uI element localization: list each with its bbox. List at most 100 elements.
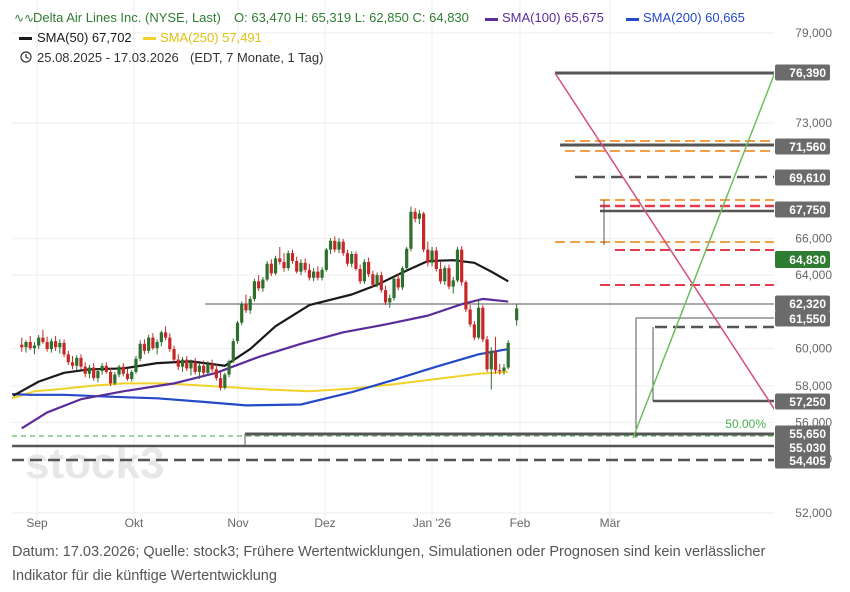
clock-hand-icon — [25, 54, 29, 60]
chart-caption: Datum: 17.03.2026; Quelle: stock3; Frühe… — [12, 540, 812, 588]
candle-body — [451, 280, 455, 287]
candle-body — [455, 249, 460, 281]
level-badge — [775, 425, 830, 442]
level-badge — [775, 64, 830, 81]
y-tick-label: 64,000 — [795, 268, 832, 282]
candle-body — [409, 211, 413, 249]
y-tick-label: 73,000 — [795, 116, 832, 130]
candle-body — [75, 357, 79, 366]
candle-body — [62, 342, 66, 355]
candle-body — [299, 262, 303, 272]
candle-body — [252, 281, 257, 299]
candle-body — [426, 249, 430, 263]
sma50-legend: SMA(50) 67,702 — [37, 30, 132, 45]
level-badge-label: 55,030 — [789, 441, 826, 455]
candle-body — [151, 337, 155, 349]
candle-body — [130, 371, 134, 379]
candle-body — [515, 308, 519, 321]
candle-body — [79, 357, 83, 367]
candle-body — [172, 349, 176, 360]
candle-body — [472, 324, 476, 338]
sma100-legend: SMA(100) 65,675 — [502, 10, 604, 25]
caption-line-1: Datum: 17.03.2026; Quelle: stock3; Frühe… — [12, 544, 766, 560]
moving-averages — [12, 259, 509, 430]
candles — [20, 206, 519, 391]
fib-label: 50.00% — [725, 417, 766, 431]
x-tick-label: Okt — [125, 516, 144, 530]
candle-body — [231, 341, 235, 362]
sma200-line — [12, 347, 509, 407]
candle-body — [371, 274, 375, 285]
candle-body — [430, 250, 434, 263]
candle-body — [142, 343, 147, 351]
candle-body — [206, 364, 210, 373]
candle-body — [362, 261, 366, 282]
candle-body — [155, 342, 159, 349]
sma250-swatch — [143, 37, 156, 40]
candle-body — [210, 364, 214, 370]
level-badge — [775, 169, 830, 186]
candle-body — [282, 261, 286, 269]
candle-body — [354, 254, 358, 269]
candle-body — [96, 371, 100, 379]
candle-body — [477, 307, 481, 338]
candle-body — [265, 263, 269, 280]
candle-body — [337, 241, 341, 250]
candle-body — [235, 322, 240, 342]
candle-body — [83, 366, 87, 374]
price-chart: stock3 50.00% 52,00054,00056,00058,00060… — [12, 0, 832, 530]
y-tick-label: 58,000 — [795, 379, 832, 393]
candle-body — [388, 298, 392, 303]
candle-body — [413, 211, 417, 219]
x-tick-label: Jan '26 — [413, 516, 452, 530]
candle-body — [333, 240, 337, 250]
candle-body — [87, 367, 92, 374]
candle-body — [189, 362, 193, 369]
sma250-legend: SMA(250) 57,491 — [160, 30, 262, 45]
level-badge — [775, 393, 830, 410]
level-badge — [775, 138, 830, 155]
candle-body — [100, 365, 104, 372]
level-badge-label: 71,560 — [789, 140, 826, 154]
candle-body — [396, 278, 400, 288]
candle-body — [443, 268, 447, 282]
candle-body — [464, 282, 468, 310]
level-badge-label: 61,550 — [789, 312, 826, 326]
candle-body — [92, 367, 96, 379]
candle-body — [341, 241, 345, 254]
candle-body — [45, 342, 49, 350]
candle-body — [20, 344, 24, 348]
candle-body — [303, 262, 307, 270]
candle-body — [506, 342, 510, 368]
candle-body — [405, 248, 409, 269]
level-badge-label: 55,650 — [789, 427, 826, 441]
candle-body — [240, 304, 244, 323]
candle-body — [350, 254, 354, 264]
candle-body — [400, 268, 405, 288]
candle-body — [223, 374, 227, 388]
candle-body — [358, 268, 362, 282]
sma200-swatch — [626, 18, 639, 21]
candle-body — [180, 359, 185, 367]
level-badge — [775, 310, 830, 327]
candle-body — [417, 213, 421, 219]
candle-body — [502, 367, 506, 372]
period-note: (EDT, 7 Monate, 1 Tag) — [190, 50, 323, 65]
candle-body — [163, 332, 168, 338]
candle-body — [460, 249, 464, 283]
downtrend-line — [554, 72, 774, 410]
candle-body — [320, 269, 324, 278]
candle-body — [328, 240, 333, 250]
candle-body — [383, 290, 388, 303]
x-tick-label: Mär — [600, 516, 621, 530]
trend-lines — [554, 72, 774, 439]
candle-body — [468, 309, 472, 325]
candle-body — [447, 268, 451, 287]
sma100-swatch — [485, 18, 498, 21]
sma50-line — [12, 259, 509, 397]
last-price-badge — [775, 251, 830, 268]
candle-body — [493, 350, 498, 371]
candle-body — [498, 370, 502, 372]
candle-body — [37, 337, 41, 346]
level-badge-label: 54,405 — [789, 454, 826, 468]
